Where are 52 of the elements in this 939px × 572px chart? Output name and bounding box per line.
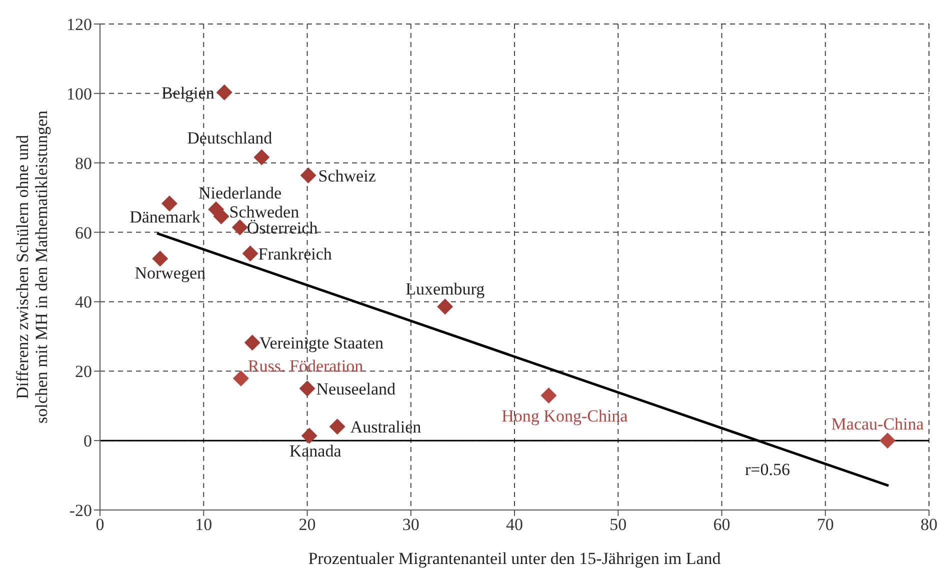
y-tick-label: 60: [75, 223, 92, 242]
annotation: Hong Kong-China: [502, 406, 628, 426]
y-axis-title: Differenz zwischen Schülern ohne und solchen mit MH in den Mathematikleistungen: [13, 110, 51, 424]
annotation: Schweiz: [318, 166, 376, 186]
annotation: Niederlande: [198, 183, 282, 202]
annotation: Australien: [350, 418, 422, 437]
x-tick-label: 50: [610, 515, 627, 534]
point: [242, 245, 258, 262]
point: [216, 84, 232, 100]
annotation: Österreich: [246, 218, 318, 238]
x-tick-label: 40: [506, 515, 523, 534]
point: [232, 219, 248, 236]
x-tick-label: 70: [816, 515, 834, 534]
annotation: Kanada: [289, 442, 342, 461]
y-tick-label: 0: [84, 432, 92, 451]
annotation: Luxemburg: [406, 280, 486, 299]
point: [301, 428, 318, 444]
point: [244, 334, 260, 351]
point: [213, 208, 230, 224]
x-axis-title: Prozentualer Migrantenanteil unter den 15-Jährigen im Land: [308, 549, 722, 568]
y-tick-label: -20: [69, 501, 92, 520]
annotation: Vereinigte Staaten: [259, 334, 384, 353]
annotation: r=0.56: [745, 460, 790, 480]
annotation: Macau-China: [831, 414, 924, 434]
point: [299, 380, 316, 396]
y-tick-label: 120: [66, 15, 92, 34]
x-tick-label: 60: [713, 515, 730, 534]
annotation: Neuseeland: [316, 379, 396, 398]
annotation: Dänemark: [130, 207, 201, 226]
point: [540, 387, 557, 404]
annotation: Belgien: [161, 83, 215, 102]
point: [152, 250, 168, 267]
annotation: Deutschland: [187, 128, 273, 148]
point: [880, 432, 896, 449]
x-tick-label: 0: [96, 515, 104, 534]
annotation: Russ. Föderation: [248, 356, 364, 376]
point: [329, 418, 346, 435]
point: [437, 298, 454, 315]
y-tick-label: 40: [75, 292, 92, 312]
x-tick-label: 20: [298, 515, 316, 534]
point: [300, 167, 316, 184]
y-tick-label: 100: [66, 84, 92, 104]
x-tick-label: 10: [195, 515, 212, 534]
point: [232, 370, 249, 386]
x-tick-label: 80: [920, 515, 938, 534]
annotation: Frankreich: [258, 244, 332, 264]
y-tick-label: 20: [75, 362, 92, 382]
annotation: Norwegen: [134, 264, 206, 283]
y-tick-label: 80: [75, 154, 92, 173]
point: [161, 195, 178, 212]
x-tick-label: 30: [402, 515, 420, 534]
point: [254, 149, 270, 166]
